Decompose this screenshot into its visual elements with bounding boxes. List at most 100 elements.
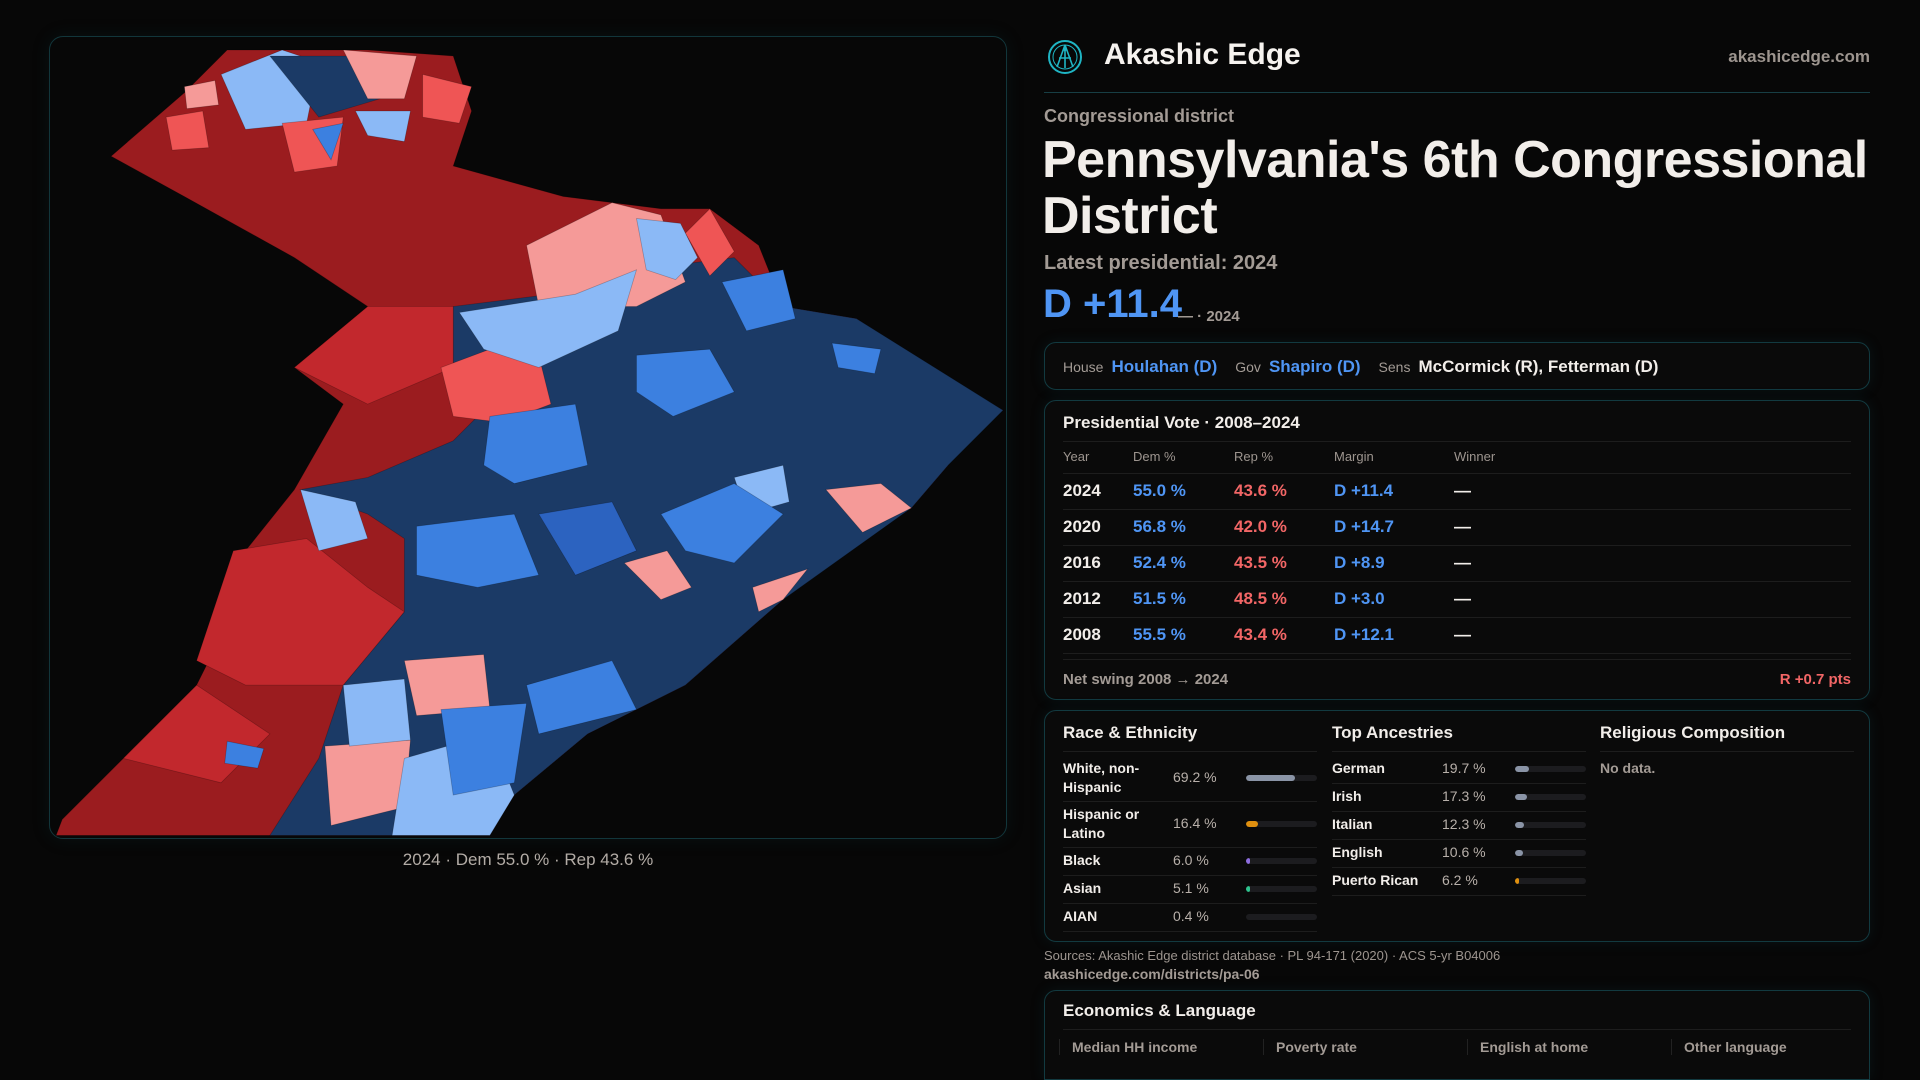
presidential-title: Presidential Vote · 2008–2024	[1063, 413, 1300, 432]
ancestry-bar	[1515, 822, 1586, 828]
precinct-lean-d[interactable]	[224, 740, 265, 769]
race-title: Race & Ethnicity	[1063, 723, 1198, 742]
cell-rep: 43.6 %	[1234, 481, 1287, 500]
row-divider	[1332, 895, 1586, 896]
precinct-lean-d[interactable]	[440, 703, 527, 796]
precinct-tilt-d[interactable]	[342, 678, 411, 747]
ancestry-bar-fill	[1515, 878, 1520, 884]
precinct-tilt-d[interactable]	[636, 218, 699, 280]
race-bar-fill	[1246, 775, 1296, 781]
race-bar	[1246, 858, 1317, 864]
governor-link[interactable]: Shapiro (D)	[1268, 357, 1361, 376]
race-label: Hispanic or Latino	[1063, 806, 1140, 841]
precinct-tilt-r[interactable]	[184, 80, 220, 109]
stat-median-income: Median HH income	[1059, 1039, 1197, 1055]
precinct-lean-r[interactable]	[422, 73, 473, 124]
precinct-tilt-d[interactable]	[354, 110, 411, 142]
ancestry-label: Italian	[1332, 816, 1373, 832]
precinct-lean-d[interactable]	[660, 483, 784, 564]
precinct-tilt-d[interactable]	[458, 269, 638, 368]
precinct-lean-d[interactable]	[312, 122, 344, 161]
cell-dem: 52.4 %	[1133, 553, 1186, 572]
cell-winner: —	[1454, 553, 1471, 572]
cell-dem: 51.5 %	[1133, 589, 1186, 608]
margin-note: — · 2024	[1178, 308, 1240, 325]
precinct-likely-r[interactable]	[293, 306, 454, 405]
ancestry-bar-fill	[1515, 850, 1523, 856]
row-divider	[1063, 509, 1851, 510]
stat-other-language: Other language	[1671, 1039, 1787, 1055]
precinct-tilt-r[interactable]	[825, 483, 913, 533]
race-bar	[1246, 886, 1317, 892]
divider	[1332, 751, 1586, 752]
gov-label: Gov	[1235, 359, 1261, 375]
akashic-logo-icon[interactable]	[1046, 38, 1084, 76]
row-divider	[1063, 617, 1851, 618]
religion-empty: No data.	[1600, 760, 1656, 776]
row-divider	[1063, 653, 1851, 654]
header-divider	[1044, 92, 1870, 93]
precinct-lean-d[interactable]	[831, 342, 882, 375]
row-divider	[1063, 545, 1851, 546]
precinct-lean-d[interactable]	[416, 513, 540, 588]
precinct-lean-r[interactable]	[165, 110, 210, 151]
cell-year: 2008	[1063, 625, 1101, 644]
district-map[interactable]	[49, 36, 1007, 839]
sources-note: Sources: Akashic Edge district database …	[1044, 948, 1501, 963]
economics-card: Economics & Language Median HH income Po…	[1044, 990, 1870, 1080]
ancestry-value: 6.2 %	[1442, 872, 1478, 888]
precinct-lean-d[interactable]	[483, 403, 589, 484]
race-label: Black	[1063, 852, 1101, 868]
precinct-lean-r[interactable]	[684, 208, 735, 277]
cell-margin: D +8.9	[1334, 553, 1385, 572]
map-caption: 2024 · Dem 55.0 % · Rep 43.6 %	[402, 850, 654, 869]
precinct-tilt-r[interactable]	[623, 550, 693, 601]
precinct-lean-d[interactable]	[721, 269, 796, 332]
race-bar-fill	[1246, 914, 1247, 920]
ancestry-title: Top Ancestries	[1332, 723, 1453, 742]
ancestry-bar-fill	[1515, 766, 1529, 772]
row-divider	[1332, 783, 1586, 784]
cell-year: 2024	[1063, 481, 1101, 500]
precinct-lean-d[interactable]	[636, 348, 735, 417]
divider	[1063, 751, 1317, 752]
divider	[1600, 751, 1854, 752]
col-margin: Margin	[1334, 449, 1374, 464]
cell-winner: —	[1454, 517, 1471, 536]
stat-poverty: Poverty rate	[1263, 1039, 1357, 1055]
page-title: Pennsylvania's 6th Congressional Distric…	[1042, 131, 1868, 245]
ancestry-bar	[1515, 850, 1586, 856]
cell-year: 2012	[1063, 589, 1101, 608]
col-winner: Winner	[1454, 449, 1496, 464]
cell-winner: —	[1454, 589, 1471, 608]
precinct-tilt-r[interactable]	[342, 49, 418, 100]
cell-margin: D +11.4	[1334, 481, 1394, 500]
cell-dem: 55.0 %	[1133, 481, 1186, 500]
col-year: Year	[1063, 449, 1090, 464]
row-divider	[1063, 903, 1317, 904]
row-divider	[1063, 875, 1317, 876]
cell-rep: 48.5 %	[1234, 589, 1287, 608]
precinct-tilt-r[interactable]	[403, 654, 491, 717]
brand-name[interactable]: Akashic Edge	[1104, 38, 1301, 71]
divider	[1063, 473, 1851, 474]
page-url-link[interactable]: akashicedge.com/districts/pa-06	[1044, 966, 1260, 982]
race-bar-fill	[1246, 858, 1251, 864]
cell-rep: 42.0 %	[1234, 517, 1287, 536]
house-rep-link[interactable]: Houlahan (D)	[1111, 357, 1218, 376]
latest-presidential-label: Latest presidential: 2024	[1044, 252, 1278, 274]
precinct-map-svg[interactable]	[50, 37, 1006, 838]
race-value: 5.1 %	[1173, 880, 1209, 896]
site-link[interactable]: akashicedge.com	[1728, 47, 1870, 66]
precinct-likely-r[interactable]	[196, 538, 405, 686]
precinct-tilt-d[interactable]	[299, 489, 369, 552]
row-divider	[1332, 811, 1586, 812]
presidential-vote-card: Presidential Vote · 2008–2024 Year Dem %…	[1044, 400, 1870, 700]
precinct-likely-d[interactable]	[538, 501, 638, 576]
precinct-tilt-r[interactable]	[752, 568, 809, 613]
row-divider	[1063, 801, 1317, 802]
demographics-card: Race & Ethnicity White, non-Hispanic 69.2…	[1044, 710, 1870, 942]
net-swing-value: R +0.7 pts	[1779, 671, 1851, 688]
ancestry-bar	[1515, 766, 1586, 772]
precinct-lean-d[interactable]	[526, 660, 638, 735]
